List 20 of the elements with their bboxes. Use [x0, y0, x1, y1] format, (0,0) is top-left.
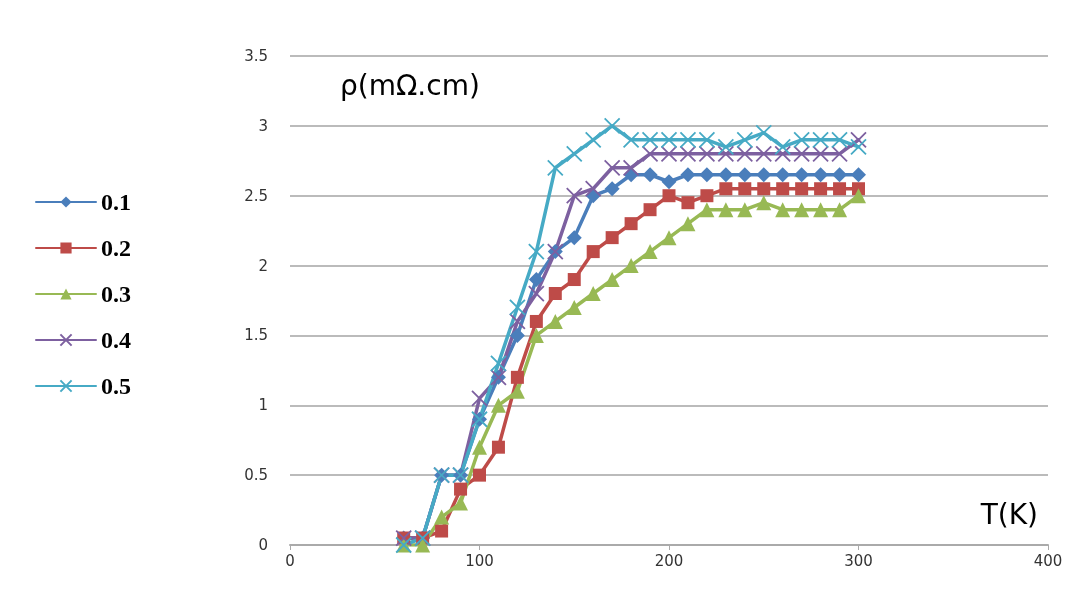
y-tick-label: 0.5	[244, 466, 268, 485]
y-tick-label: 3	[258, 116, 268, 135]
x-axis-title: T(K)	[979, 497, 1038, 531]
y-tick-label: 2.5	[244, 186, 268, 205]
legend-label: 0.5	[101, 373, 131, 399]
y-tick-label: 2	[258, 256, 268, 275]
legend-label: 0.4	[101, 327, 131, 353]
x-tick-label: 100	[465, 551, 494, 570]
legend-label: 0.3	[101, 281, 131, 307]
y-axis-title: ρ(mΩ.cm)	[340, 68, 480, 102]
x-tick-label: 200	[654, 551, 684, 570]
legend-label: 0.2	[101, 235, 131, 261]
y-tick-label: 1.5	[244, 326, 268, 345]
y-tick-label: 0	[258, 536, 268, 554]
legend-label: 0.1	[101, 189, 131, 215]
y-tick-label: 3.5	[244, 47, 268, 65]
y-tick-label: 1	[258, 396, 268, 415]
x-tick-label: 400	[1033, 551, 1063, 570]
x-tick-label: 300	[844, 551, 873, 570]
x-tick-label: 0	[285, 551, 295, 570]
